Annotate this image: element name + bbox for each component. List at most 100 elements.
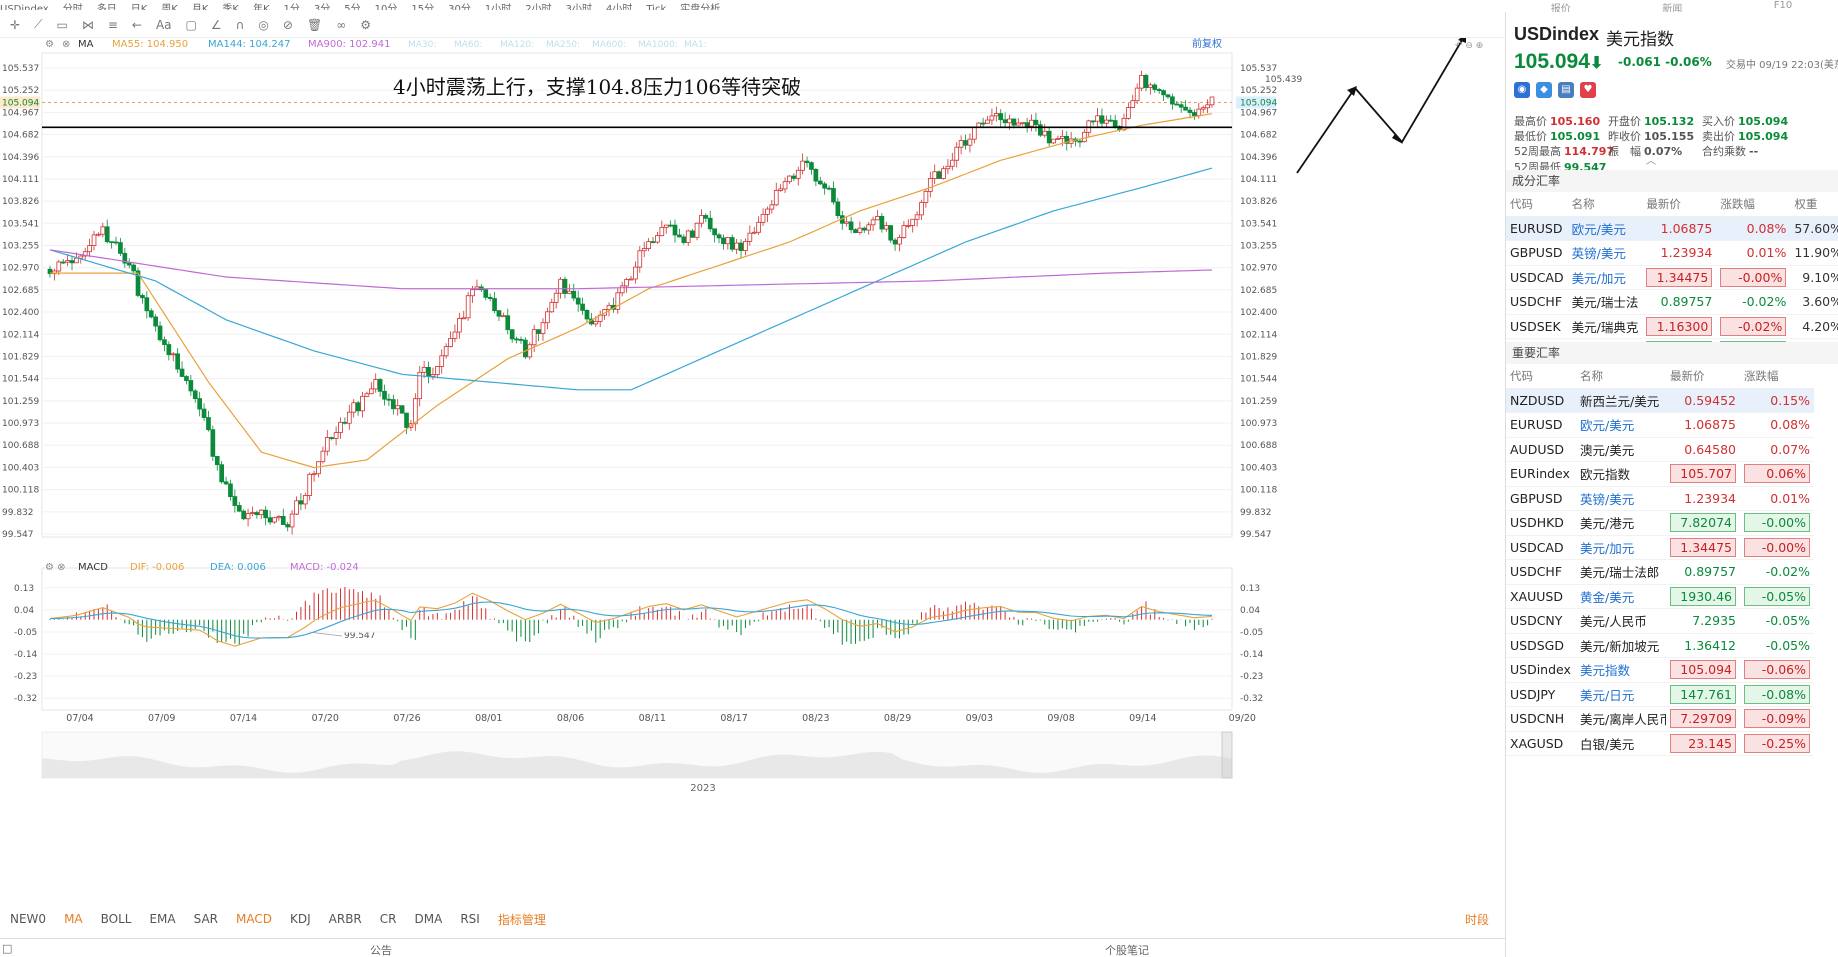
period-tab[interactable]: 分时 (62, 4, 83, 10)
period-tab[interactable]: Tick (646, 4, 667, 10)
table-row[interactable]: USDJPY 美元/日元 147.761 -0.08% (1506, 682, 1814, 707)
ma-label[interactable]: MA (78, 39, 94, 50)
table-header[interactable]: 涨跌幅 (1716, 192, 1791, 217)
table-row[interactable]: GBPUSD 英镑/美元 1.23934 0.01% 11.90% (1506, 240, 1838, 266)
period-tab[interactable]: 10分 (374, 4, 398, 10)
crosshair-tool-icon[interactable]: ✛ (10, 17, 21, 32)
indicator-tab[interactable]: BOLL (100, 912, 132, 926)
arrow-tool-icon[interactable]: ← (131, 17, 142, 32)
hide-tool-icon[interactable]: ⊘ (282, 17, 293, 32)
trash-tool-icon[interactable]: 🗑 (306, 17, 323, 32)
annotation-text[interactable]: 4小时震荡上行，支撑104.8压力106等待突破 (393, 75, 801, 99)
period-tab[interactable]: 3分 (313, 4, 331, 10)
table-row[interactable]: USDCAD 美元/加元 1.34475 -0.00% (1506, 535, 1814, 560)
indicator-tab[interactable]: SAR (193, 912, 219, 926)
period-tab[interactable]: 5分 (344, 4, 361, 10)
indicator-tab[interactable]: DMA (414, 912, 443, 926)
globe-icon[interactable]: ◉ (1514, 82, 1530, 98)
zoom-icons[interactable]: ↶ ⊖ ⊕ (1455, 41, 1483, 51)
table-row[interactable]: USDCNH 美元/离岸人民币 7.29709 -0.09% (1506, 706, 1814, 732)
footer-left[interactable]: □ (2, 942, 13, 955)
ruler-tool-icon[interactable]: ∠ (210, 17, 222, 32)
heart-icon[interactable]: ♥ (1580, 82, 1596, 98)
fib-tool-icon[interactable]: ⋈ (81, 17, 94, 32)
channel-tool-icon[interactable]: ≡ (107, 17, 118, 32)
doc-icon[interactable]: ▤ (1558, 82, 1574, 98)
indicator-tab[interactable]: 指标管理 (497, 912, 546, 927)
indicator-tab[interactable]: MACD (236, 912, 272, 926)
settings-tool-icon[interactable]: ⚙ (360, 17, 371, 32)
notes-tab[interactable]: 个股笔记 (1105, 944, 1149, 957)
table-header[interactable]: 代码 (1506, 192, 1568, 217)
line-tool-icon[interactable]: ⟋ (34, 17, 43, 31)
collapse-chevron-icon[interactable]: ︿ (1646, 156, 1656, 167)
magnet-tool-icon[interactable]: ∩ (235, 17, 245, 32)
table-row[interactable]: USDSGD 美元/新加坡元 1.36412 -0.05% (1506, 633, 1814, 658)
indicator-tab[interactable]: NEW0 (10, 912, 47, 926)
period-tab[interactable]: 年K (252, 4, 270, 10)
macd-settings-icon[interactable]: ⚙ ⊗ (45, 562, 66, 573)
table-row[interactable]: USDindex 美元指数 105.094 -0.06% (1506, 657, 1814, 683)
indicator-tab[interactable]: ARBR (328, 912, 362, 926)
table-header[interactable]: 名称 (1567, 192, 1643, 217)
table-header[interactable]: 代码 (1506, 364, 1576, 389)
settings-icon[interactable]: ⚙ (45, 39, 54, 50)
period-tab[interactable]: 季K (222, 4, 239, 10)
table-row[interactable]: USDHKD 美元/港元 7.82074 -0.00% (1506, 510, 1814, 536)
indicator-tab[interactable]: RSI (460, 912, 480, 926)
period-label[interactable]: 时段 (1464, 912, 1489, 927)
tag-icon[interactable]: ◆ (1536, 82, 1552, 98)
indicator-tab[interactable]: EMA (149, 912, 176, 926)
navigator-window[interactable] (1221, 731, 1233, 779)
indicator-tab[interactable]: KDJ (290, 912, 311, 926)
macd-label[interactable]: MACD (78, 562, 108, 573)
table-row[interactable]: XAUUSD 黄金/美元 1930.46 -0.05% (1506, 584, 1814, 609)
indicator-tab[interactable]: CR (379, 912, 397, 926)
period-tab[interactable]: 4小时 (606, 4, 633, 10)
rect-tool-icon[interactable]: ▭ (56, 17, 68, 32)
indicator-tab[interactable]: MA (64, 912, 83, 926)
table-header[interactable]: 最新价 (1642, 192, 1717, 217)
period-tab[interactable]: 3小时 (565, 4, 592, 10)
table-row[interactable]: EURUSD 欧元/美元 1.06875 0.08% 57.60% (1506, 216, 1838, 241)
table-header[interactable]: 权重 (1790, 192, 1838, 217)
table-row[interactable]: EURUSD 欧元/美元 1.06875 0.08% (1506, 412, 1814, 438)
eye-tool-icon[interactable]: ◎ (258, 17, 269, 32)
right-tab[interactable]: F10 (1773, 0, 1793, 11)
period-tab[interactable]: 30分 (448, 4, 471, 10)
table-row[interactable]: USDCNY 美元/人民币 7.2935 -0.05% (1506, 608, 1814, 634)
close-icon[interactable]: ⊗ (62, 39, 70, 50)
period-tab[interactable]: 1分 (283, 4, 300, 10)
table-row[interactable]: GBPUSD 英镑/美元 1.23934 0.01% (1506, 486, 1814, 511)
period-tab[interactable]: 1小时 (484, 4, 512, 10)
range-navigator[interactable]: 2023 (41, 731, 1233, 794)
notice-tab[interactable]: 公告 (370, 944, 392, 957)
table-row[interactable]: EURindex 欧元指数 105.707 0.06% (1506, 461, 1814, 487)
table-header[interactable]: 名称 (1576, 364, 1666, 389)
period-tab[interactable]: 周K (161, 4, 178, 10)
adjust-label[interactable]: 前复权 (1192, 38, 1222, 50)
period-tab[interactable]: 15分 (411, 4, 435, 10)
period-tab[interactable]: 2小时 (525, 4, 552, 10)
table-header[interactable]: 最新价 (1666, 364, 1740, 389)
table-row[interactable]: USDCHF 美元/瑞士法郎 0.89757 -0.02% (1506, 559, 1814, 585)
period-tab[interactable]: 实盘分析 (680, 4, 721, 10)
comment-tool-icon[interactable]: ▢ (185, 17, 197, 32)
right-tab[interactable]: 新闻 (1662, 4, 1683, 15)
text-tool-icon[interactable]: Aa (155, 17, 172, 32)
link-tool-icon[interactable]: ∞ (336, 17, 347, 32)
period-tab[interactable]: 日K (130, 4, 148, 10)
table-row[interactable]: AUDUSD 澳元/美元 0.64580 0.07% (1506, 437, 1814, 462)
right-tab[interactable]: 报价 (1550, 4, 1571, 15)
kline-chart[interactable]: ⚙ ⊗ MA MA55: 104.950 MA144: 104.247 MA900: 10… (0, 38, 1505, 908)
period-tab[interactable]: USDindex (0, 4, 49, 10)
trend-arrows[interactable] (1296, 38, 1466, 174)
table-row[interactable]: NZDUSD 新西兰元/美元 0.59452 0.15% (1506, 388, 1814, 413)
table-header[interactable]: 涨跌幅 (1740, 364, 1814, 389)
table-row[interactable]: XAGUSD 白银/美元 23.145 -0.25% (1506, 731, 1814, 756)
period-tab[interactable]: 多日 (96, 4, 117, 10)
period-tab[interactable]: 月K (191, 4, 209, 10)
